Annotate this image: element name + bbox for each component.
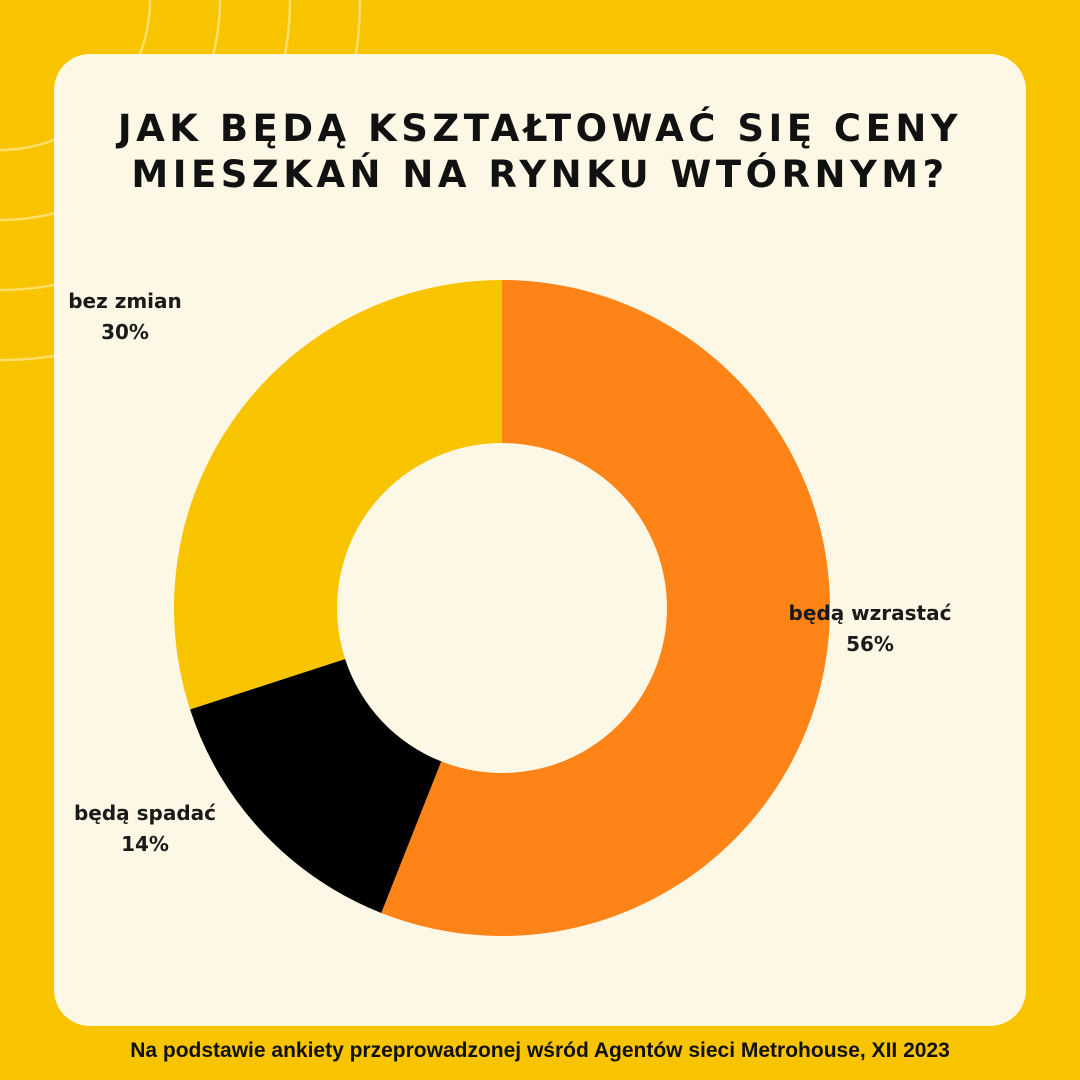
slice-label-decrease-name: będą spadać	[73, 801, 217, 825]
slice-label-decrease: będą spadać 14%	[45, 798, 245, 860]
source-footnote: Na podstawie ankiety przeprowadzonej wśr…	[130, 1039, 950, 1062]
slice-label-increase-name: będą wzrastać	[788, 601, 952, 625]
slice-increase	[381, 280, 830, 936]
slice-no-change	[173, 280, 502, 710]
slice-label-decrease-value: 14%	[121, 832, 169, 856]
slice-label-no-change-name: bez zmian	[68, 289, 182, 313]
slice-decrease	[190, 658, 442, 913]
slice-label-no-change-value: 30%	[101, 320, 149, 344]
slice-label-no-change: bez zmian 30%	[40, 286, 210, 348]
chart-title: JAK BĘDĄ KSZTAŁTOWAĆ SIĘ CENY MIESZKAŃ N…	[117, 107, 963, 196]
slice-label-increase: będą wzrastać 56%	[770, 598, 970, 660]
slice-label-increase-value: 56%	[846, 632, 894, 656]
